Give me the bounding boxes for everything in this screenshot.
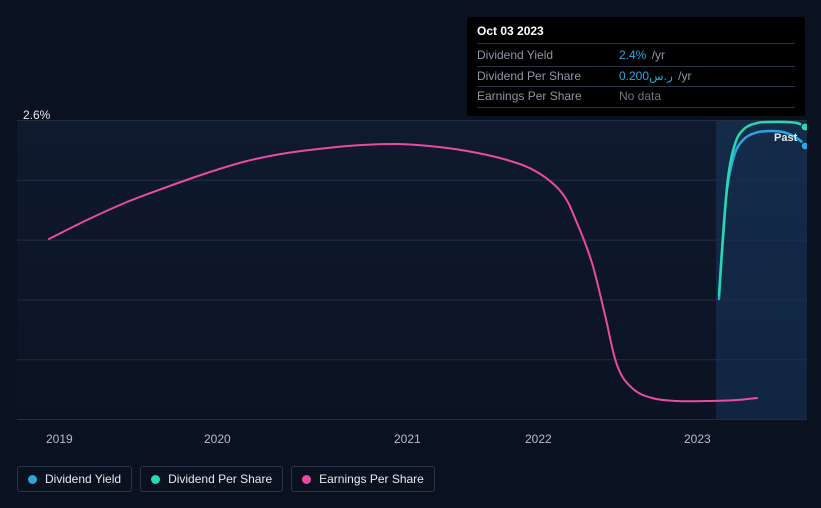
tooltip-row-label: Dividend Per Share: [477, 68, 607, 85]
x-axis-label: 2022: [525, 432, 552, 446]
legend-swatch-icon: [302, 475, 311, 484]
legend-item-dividend-yield[interactable]: Dividend Yield: [17, 466, 132, 492]
chart-legend: Dividend Yield Dividend Per Share Earnings…: [17, 466, 435, 492]
series-endpoint-marker: [801, 123, 807, 131]
tooltip-row: Dividend Per Share 0.200ر.س /yr: [477, 67, 795, 87]
legend-label: Earnings Per Share: [319, 472, 424, 486]
plot-background: [17, 120, 807, 420]
past-label: Past: [774, 132, 797, 144]
series-endpoint-marker: [801, 142, 807, 150]
tooltip-row-value: 0.200ر.س: [619, 69, 673, 83]
chart-plot-area[interactable]: [17, 120, 807, 420]
legend-swatch-icon: [28, 475, 37, 484]
tooltip-row: Earnings Per Share No data: [477, 87, 795, 107]
tooltip-row-label: Earnings Per Share: [477, 88, 607, 105]
legend-item-dividend-per-share[interactable]: Dividend Per Share: [140, 466, 283, 492]
tooltip-row: Dividend Yield 2.4% /yr: [477, 46, 795, 66]
x-axis-label: 2021: [394, 432, 421, 446]
tooltip-row-value: No data: [619, 89, 661, 103]
x-axis-label: 2020: [204, 432, 231, 446]
chart-tooltip: Oct 03 2023 Dividend Yield 2.4% /yr Divi…: [467, 17, 805, 116]
legend-swatch-icon: [151, 475, 160, 484]
legend-label: Dividend Yield: [45, 472, 121, 486]
tooltip-row-label: Dividend Yield: [477, 47, 607, 64]
legend-item-earnings-per-share[interactable]: Earnings Per Share: [291, 466, 435, 492]
tooltip-row-unit: /yr: [678, 69, 691, 83]
tooltip-row-value: 2.4%: [619, 48, 646, 62]
x-axis-label: 2023: [684, 432, 711, 446]
tooltip-row-unit: /yr: [652, 48, 665, 62]
legend-label: Dividend Per Share: [168, 472, 272, 486]
x-axis-label: 2019: [46, 432, 73, 446]
tooltip-date: Oct 03 2023: [477, 23, 795, 44]
